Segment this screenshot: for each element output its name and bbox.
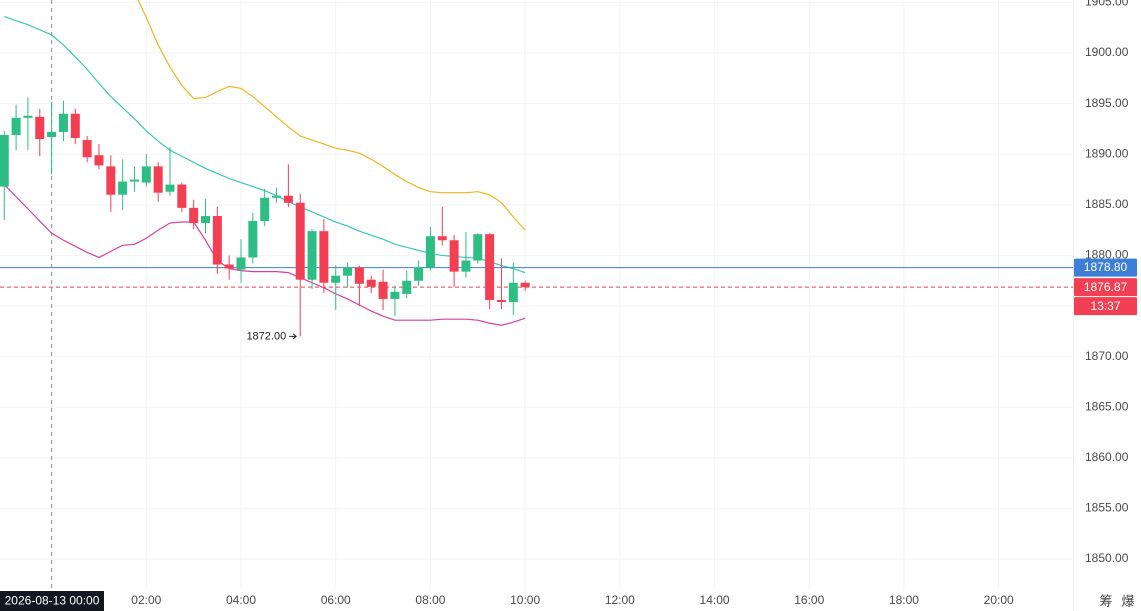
candle-body: [260, 197, 270, 222]
corner-button[interactable]: 爆: [1121, 593, 1134, 608]
corner-button[interactable]: 筹: [1099, 593, 1112, 608]
crosshair-label-box: [0, 591, 104, 611]
candle-body: [177, 184, 187, 208]
y-tick-label: 1855.00: [1085, 501, 1129, 515]
candle-body: [414, 267, 424, 281]
x-tick-label: 16:00: [794, 593, 824, 607]
candle-body: [307, 231, 317, 280]
y-tick-label: 1890.00: [1085, 146, 1129, 160]
candle-body: [331, 275, 341, 283]
candle-body: [212, 215, 222, 265]
candle-body: [283, 195, 293, 203]
candle-body: [35, 116, 45, 140]
reference-price-tag: 1878.80: [1084, 260, 1128, 274]
candle-body: [496, 299, 506, 302]
candle-body: [236, 257, 246, 270]
x-tick-label: 08:00: [415, 593, 445, 607]
candle-body: [343, 267, 353, 276]
x-tick-label: 12:00: [605, 593, 635, 607]
y-tick-label: 1895.00: [1085, 96, 1129, 110]
candle-body: [461, 260, 471, 272]
candle-body: [11, 117, 21, 136]
candle-body: [94, 155, 104, 166]
candle-body: [425, 236, 435, 268]
candle-body: [295, 202, 305, 280]
y-tick-label: 1885.00: [1085, 197, 1129, 211]
candle-body: [402, 280, 412, 294]
x-tick-label: 02:00: [131, 593, 161, 607]
candle-body: [437, 236, 447, 241]
candle-body: [248, 221, 258, 258]
low-marker-label: 1872.00: [246, 330, 286, 342]
y-tick-label: 1905.00: [1085, 0, 1129, 9]
x-tick-label: 10:00: [510, 593, 540, 607]
candle-body: [189, 207, 199, 224]
candle-body: [165, 184, 175, 192]
candle-body: [47, 131, 57, 138]
candle-body: [224, 264, 234, 269]
candle-body: [201, 215, 211, 224]
y-tick-label: 1880.00: [1085, 248, 1129, 262]
candle-body: [70, 113, 80, 139]
indicator-line: [137, 0, 526, 231]
candle-body: [118, 181, 128, 195]
y-tick-label: 1865.00: [1085, 399, 1129, 413]
indicator-line: [4, 16, 526, 274]
candle-body: [23, 115, 33, 118]
candle-body: [449, 240, 459, 272]
countdown-box: [1074, 297, 1137, 316]
candle-body: [129, 179, 139, 182]
x-tick-label: 20:00: [984, 593, 1014, 607]
last-price-tag: 1876.87: [1084, 280, 1128, 294]
candle-body: [520, 282, 530, 288]
candle-body: [378, 281, 388, 299]
candle-body: [82, 140, 92, 158]
x-tick-label: 18:00: [889, 593, 919, 607]
y-tick-label: 1900.00: [1085, 45, 1129, 59]
x-tick-label: 04:00: [226, 593, 256, 607]
candle-body: [58, 113, 68, 132]
candle-body: [390, 291, 400, 299]
candle-body: [272, 195, 282, 198]
candle-body: [153, 166, 163, 193]
indicator-line: [3, 184, 526, 326]
y-tick-label: 1860.00: [1085, 450, 1129, 464]
candle-body: [473, 234, 483, 261]
countdown: 13:37: [1090, 299, 1120, 313]
candle-body: [141, 166, 151, 183]
x-tick-label: 06:00: [321, 593, 351, 607]
candle-body: [0, 135, 9, 187]
low-marker-arrow: [289, 333, 297, 340]
candle-body: [106, 166, 116, 195]
candle-body: [354, 267, 364, 284]
reference-price-tag-box: [1074, 258, 1137, 277]
y-tick-label: 1870.00: [1085, 349, 1129, 363]
candle-body: [319, 231, 329, 283]
last-price-tag-box: [1074, 278, 1137, 297]
x-tick-label: 14:00: [700, 593, 730, 607]
y-tick-label: 1850.00: [1085, 551, 1129, 565]
candle-body: [366, 279, 376, 287]
candle-body: [508, 282, 518, 302]
candle-body: [485, 234, 495, 300]
crosshair-label: 2026-08-13 00:00: [5, 594, 100, 608]
